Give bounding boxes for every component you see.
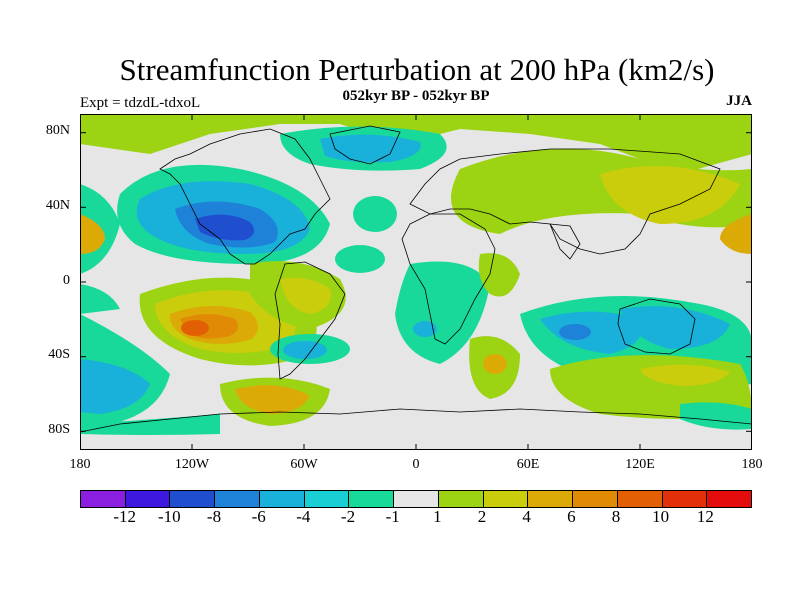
colorbar-swatch [81, 491, 126, 507]
colorbar-swatch [617, 491, 663, 507]
colorbar-tick-label: 10 [652, 507, 670, 526]
coastline [409, 148, 721, 255]
coastline [159, 128, 331, 265]
streamfunction-map [80, 114, 752, 450]
contour-fill [680, 402, 752, 430]
colorbar-swatch [170, 491, 216, 507]
lat-tick-label: 80N [45, 123, 70, 138]
lon-tick-label: 180 [741, 457, 763, 472]
contour-fills [80, 114, 752, 435]
contour-fill [335, 245, 385, 273]
contour-fill [720, 214, 752, 254]
map-panel [80, 114, 752, 450]
colorbar-tick-label: 4 [522, 507, 531, 526]
plot-subtitle: 052kyr BP - 052kyr BP [342, 88, 490, 104]
season-label: JJA [726, 93, 752, 109]
colorbar-swatch [483, 491, 529, 507]
colorbar-tick-label: 12 [696, 507, 714, 526]
coastlines [80, 125, 752, 433]
colorbar-swatch [528, 491, 574, 507]
experiment-label: Expt = tdzdL-tdxoL [80, 95, 201, 111]
contour-fill [353, 196, 397, 232]
lat-tick-label: 80S [48, 422, 70, 437]
contour-fill [80, 414, 220, 435]
contour-fill [80, 214, 105, 254]
colorbar-tick-label: -1 [385, 507, 400, 526]
colorbar-tick-label: 2 [477, 507, 487, 526]
contour-fill [395, 261, 490, 364]
lon-tick-label: 180 [69, 457, 91, 472]
colorbar-swatch [394, 491, 439, 507]
colorbar [80, 490, 752, 508]
colorbar-swatch [215, 491, 260, 507]
contour-fill [80, 114, 752, 174]
contour-fill [413, 321, 437, 337]
contour-fill [640, 364, 730, 386]
contour-fill [559, 324, 591, 340]
coastline [617, 298, 696, 355]
colorbar-tick-label: -4 [296, 507, 311, 526]
contour-fill [478, 253, 520, 297]
colorbar-tick-label: -2 [340, 507, 356, 526]
lon-tick-label: 60W [290, 457, 318, 472]
colorbar-swatch [662, 491, 708, 507]
tick-marks [80, 114, 752, 450]
coastline [329, 125, 401, 165]
contour-fill [235, 385, 310, 414]
lon-tick-label: 120E [625, 457, 655, 472]
colorbar-tick-label: 6 [567, 507, 576, 526]
coastline [274, 261, 346, 380]
contour-fill [195, 214, 254, 241]
colorbar-tick-label: -6 [251, 507, 266, 526]
colorbar-tick-label: -8 [206, 507, 222, 526]
colorbar-tick-label: -10 [157, 507, 181, 526]
contour-fill [620, 306, 730, 349]
lat-tick-label: 40S [48, 347, 70, 362]
colorbar-swatch [707, 491, 752, 507]
contour-fill [80, 284, 120, 314]
coastline [80, 408, 752, 433]
contour-fill [283, 341, 327, 359]
colorbar-swatch [349, 491, 395, 507]
colorbar-tick-label: 1 [433, 507, 442, 526]
colorbar-swatch [438, 491, 484, 507]
colorbar-swatch [259, 491, 305, 507]
contour-fill [540, 311, 642, 354]
contour-fill [483, 354, 507, 374]
lon-tick-label: 120W [174, 457, 210, 472]
colorbar-swatch [304, 491, 350, 507]
coastline [549, 223, 581, 260]
contour-fill [280, 277, 331, 314]
contour-fill [600, 166, 740, 224]
lon-tick-label: 0 [412, 457, 420, 472]
coastline [401, 213, 496, 345]
colorbar-swatch [573, 491, 618, 507]
lat-tick-label: 40N [45, 198, 70, 213]
lat-tick-label: 0 [63, 273, 70, 288]
colorbar-tick-label: -12 [113, 507, 136, 526]
contour-fill [181, 320, 209, 336]
colorbar-tick-label: 8 [611, 507, 621, 526]
contour-fill [80, 359, 150, 414]
plot-title: Streamfunction Perturbation at 200 hPa (… [119, 52, 715, 87]
lon-tick-label: 60E [516, 457, 540, 472]
colorbar-swatch [125, 491, 171, 507]
